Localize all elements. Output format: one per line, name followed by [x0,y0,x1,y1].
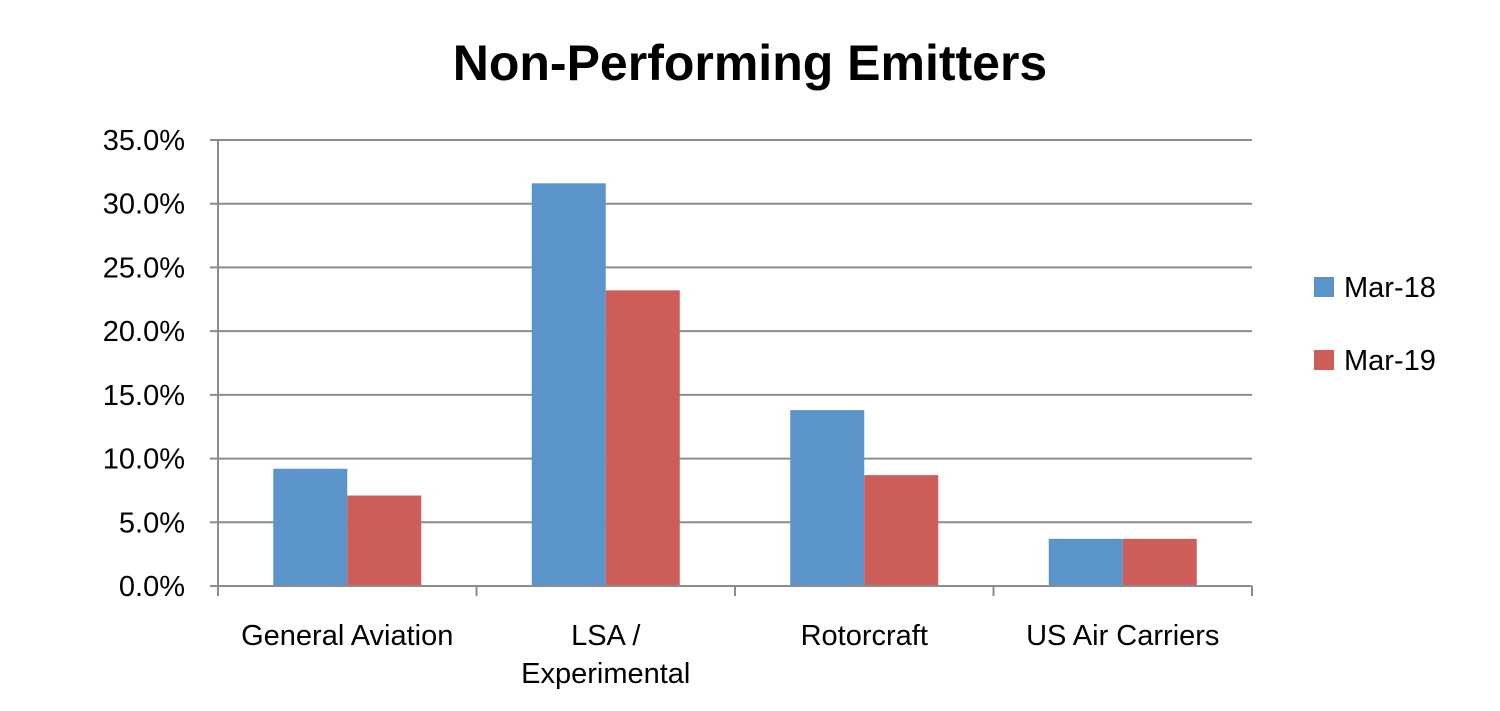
legend-label: Mar-19 [1344,345,1436,377]
y-tick-label: 0.0% [119,571,185,603]
y-tick-label: 10.0% [103,444,185,476]
x-category-label: Rotorcraft [801,620,928,652]
y-tick-label: 35.0% [103,125,185,157]
x-category-label: General Aviation [241,620,453,652]
bar-mar-18 [790,410,865,586]
legend-label: Mar-18 [1344,272,1436,304]
bar-mar-19 [605,290,680,586]
bar-mar-19 [1122,538,1197,586]
bar-mar-19 [864,475,939,586]
legend: Mar-18 Mar-19 [1314,272,1436,377]
y-tick-label: 5.0% [119,507,185,539]
y-tick-label: 15.0% [103,380,185,412]
y-tick-label: 25.0% [103,252,185,284]
y-tick-label: 20.0% [103,316,185,348]
legend-swatch [1314,277,1334,297]
legend-swatch [1314,350,1334,370]
y-tick-label: 30.0% [103,189,185,221]
x-axis [217,140,1253,596]
x-category-label: Experimental [521,658,690,690]
bar-mar-19 [347,495,422,586]
bars [273,183,1197,586]
bar-mar-18 [1048,538,1123,586]
chart-title: Non-Performing Emitters [453,35,1048,91]
y-axis-ticks: 0.0% 5.0% 10.0% 15.0% 20.0% 25.0% 30.0% 35.0% [103,125,218,603]
bar-mar-18 [531,183,606,586]
x-category-label: US Air Carriers [1026,620,1219,652]
x-category-label: LSA / [571,620,641,652]
category-labels: General Aviation LSA / Experimental Rotorcr… [241,620,1219,690]
bar-mar-18 [273,468,348,586]
